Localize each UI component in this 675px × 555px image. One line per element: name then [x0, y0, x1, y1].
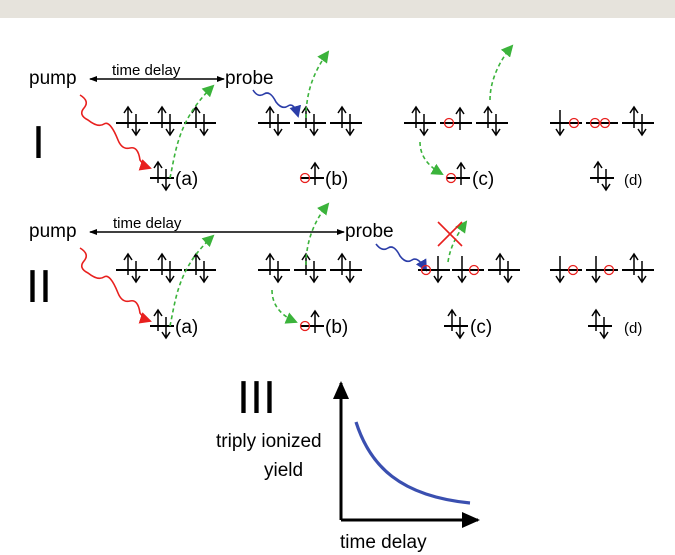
row-1-numeral: I	[32, 118, 45, 169]
relaxation-path	[271, 289, 298, 324]
orbital-pair	[586, 117, 618, 129]
orbital-pair	[550, 256, 582, 284]
orbital-pair	[294, 105, 326, 137]
state-c-label: (c)	[470, 317, 492, 338]
vacancy-icon	[420, 264, 432, 276]
orbital-pair	[404, 105, 436, 137]
vacancy-icon	[567, 264, 579, 276]
state-b: (b)	[258, 50, 362, 190]
orbital-pair	[258, 105, 290, 137]
row-1-probe-label: probe	[225, 68, 274, 89]
state-a: (a)	[116, 234, 216, 340]
orbital-pair	[184, 252, 216, 284]
state-b-label: (b)	[325, 317, 348, 338]
core-orbital	[588, 308, 612, 340]
row-2-numeral: II	[26, 262, 52, 313]
state-c: (c)	[404, 44, 514, 190]
core-orbital	[590, 160, 614, 192]
auger-electron-path	[169, 234, 215, 327]
orbital-pair	[440, 106, 472, 130]
auger-electron-path	[169, 84, 215, 179]
row-1: I pump time delay probe (a) (b)	[29, 44, 654, 192]
state-d: (d)	[550, 252, 654, 340]
orbital-pair	[476, 105, 508, 137]
core-orbital	[299, 161, 324, 185]
relaxation-path	[419, 141, 444, 175]
probe-pulse	[375, 243, 427, 272]
orbital-pair	[418, 256, 450, 284]
state-a-label: (a)	[175, 317, 198, 338]
row-2: II pump time delay probe (a) (b)	[26, 202, 654, 340]
blocked-cross-icon	[437, 221, 463, 247]
core-orbital	[445, 161, 470, 185]
vacancy-icon	[599, 117, 611, 129]
orbital-pair	[550, 110, 582, 137]
vacancy-icon	[589, 117, 601, 129]
yield-decay-curve	[354, 421, 471, 505]
state-d-label: (d)	[624, 172, 642, 189]
orbital-pair	[184, 105, 216, 137]
state-d-label: (d)	[624, 320, 642, 337]
state-c: (c)	[418, 220, 520, 340]
orbital-pair	[150, 252, 182, 284]
auger-electron-path	[489, 44, 514, 101]
vacancy-icon	[299, 172, 311, 184]
orbital-pair	[150, 105, 182, 137]
panel-3: III triply ionized yield time delay	[216, 373, 480, 553]
pump-pulse	[79, 94, 152, 171]
blocked-auger-path	[447, 220, 468, 263]
row-1-pump-label: pump	[29, 68, 77, 89]
probe-pulse	[252, 89, 302, 118]
state-c-label: (c)	[472, 169, 494, 190]
state-d: (d)	[550, 105, 654, 192]
vacancy-icon	[443, 117, 455, 129]
core-orbital	[299, 309, 324, 333]
row-2-pump-label: pump	[29, 221, 77, 242]
pump-pulse	[79, 247, 152, 324]
state-b-label: (b)	[325, 169, 348, 190]
photo-electron-path	[305, 50, 330, 119]
orbital-pair	[488, 252, 520, 284]
core-orbital	[444, 308, 468, 340]
orbital-pair	[586, 256, 618, 284]
orbital-pair	[622, 105, 654, 137]
vacancy-icon	[299, 320, 311, 332]
orbital-pair	[116, 252, 148, 284]
vacancy-icon	[445, 172, 457, 184]
orbital-pair	[452, 256, 484, 284]
auger-electron-path	[305, 202, 330, 266]
state-a-label: (a)	[175, 169, 198, 190]
orbital-pair	[330, 105, 362, 137]
orbital-pair	[294, 252, 326, 284]
row-2-probe-label: probe	[345, 221, 394, 242]
orbital-pair	[330, 252, 362, 284]
panel-3-numeral: III	[237, 373, 276, 424]
core-orbital	[150, 308, 174, 340]
orbital-pair	[116, 105, 148, 137]
top-bar	[0, 0, 675, 18]
row-1-delay-label: time delay	[112, 62, 181, 79]
orbital-pair	[622, 252, 654, 284]
vacancy-icon	[568, 117, 580, 129]
yield-axis-label-line-1: triply ionized	[216, 431, 322, 452]
yield-axis-label-line-2: yield	[264, 460, 303, 481]
state-b: (b)	[258, 202, 362, 338]
orbital-pair	[258, 252, 290, 284]
row-2-delay-label: time delay	[113, 215, 182, 232]
state-a: (a)	[116, 84, 216, 192]
vacancy-icon	[468, 264, 480, 276]
time-delay-axis-label: time delay	[340, 532, 427, 553]
vacancy-icon	[603, 264, 615, 276]
